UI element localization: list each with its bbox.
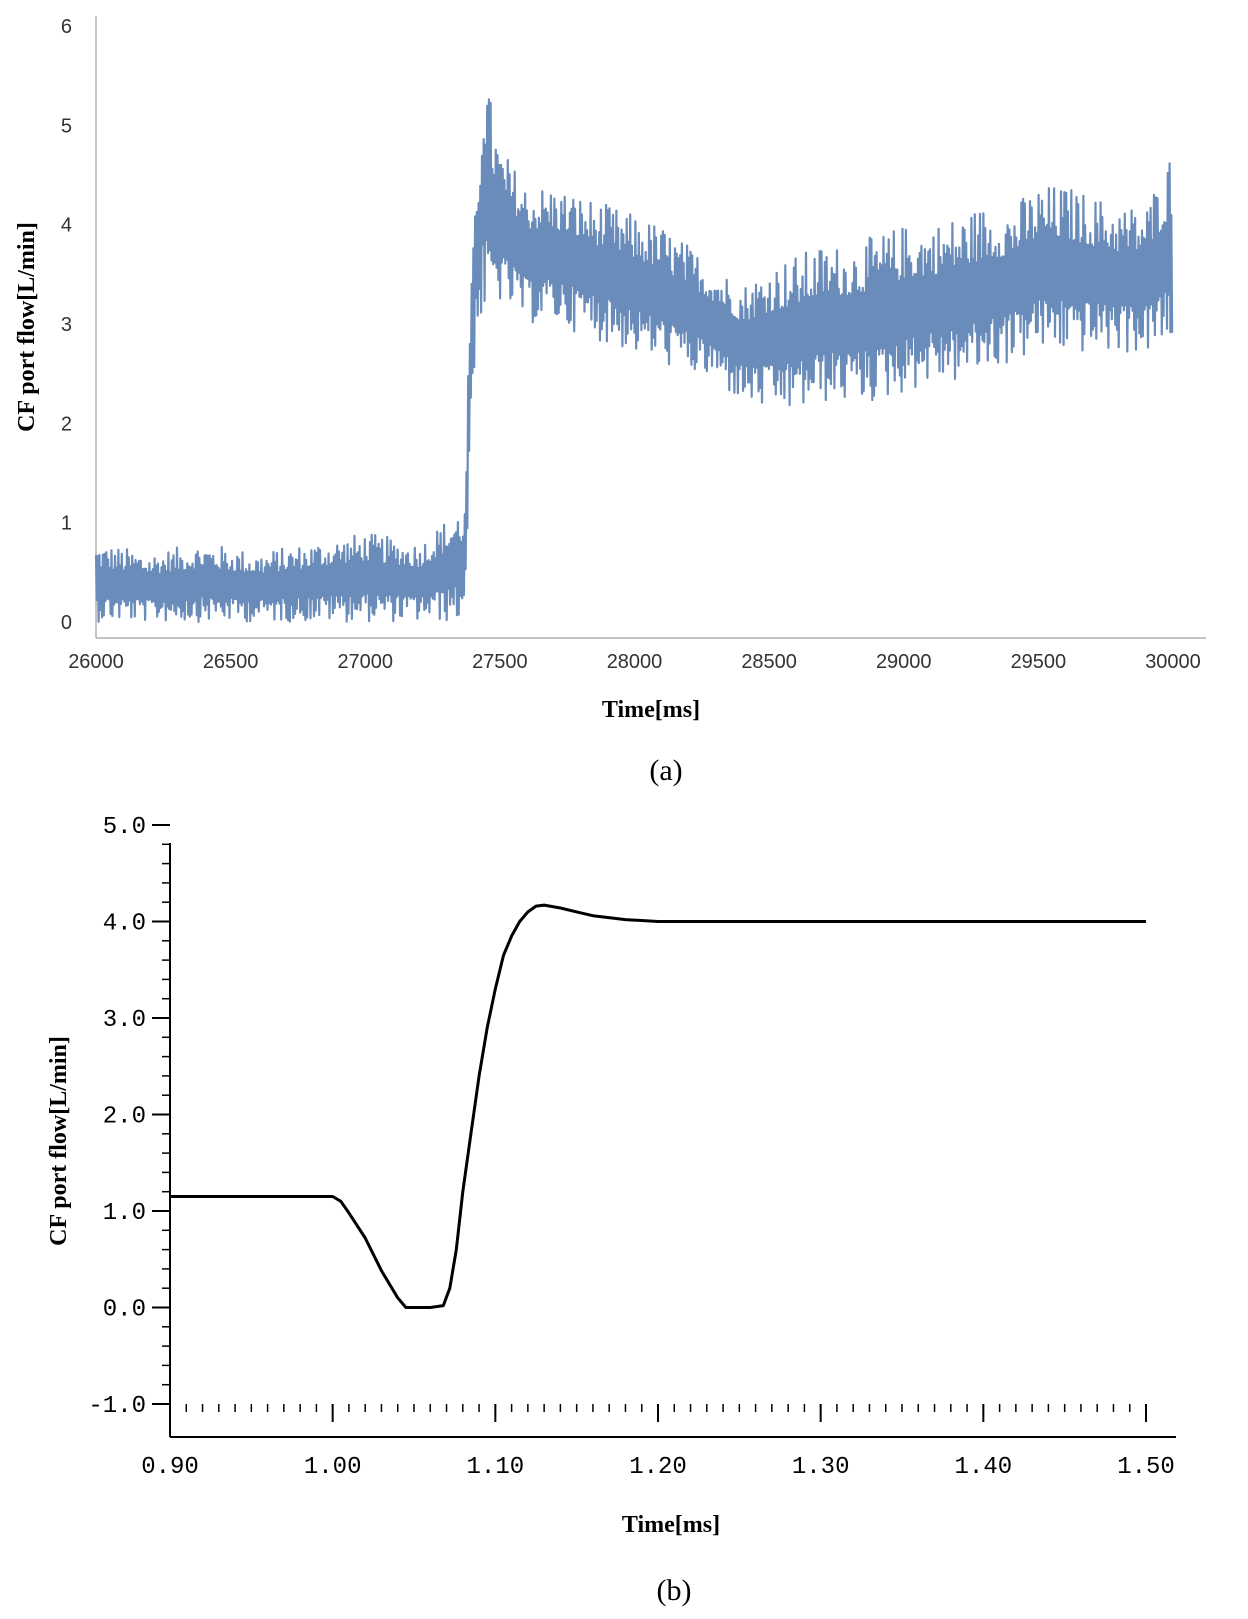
chart-a-ylabel: CF port flow[L/min] [14, 222, 40, 432]
chart-a-x-tick-label: 29000 [876, 651, 932, 673]
chart-a-caption: (a) [649, 754, 682, 787]
chart-b-y-tick-label: 1.0 [103, 1200, 146, 1227]
chart-b-y-tick-label: -1.0 [88, 1393, 146, 1420]
chart-a-x-ticks: 26000 26500 27000 27500 28000 28500 29000 29500… [68, 651, 1201, 673]
chart-a-y-tick-label: 0 [61, 612, 72, 634]
chart-a: 0 1 2 3 4 5 6 26000 26500 27000 27500 28000 28500 29… [14, 16, 1206, 787]
chart-a-x-tick-label: 27500 [472, 651, 528, 673]
chart-b-y-tick-label: 3.0 [103, 1007, 146, 1034]
chart-b-series [170, 903, 1146, 1309]
chart-a-x-tick-label: 29500 [1011, 651, 1067, 673]
chart-b: -1.0 0.0 1.0 2.0 3.0 4.0 5.0 0.90 1.00 1.10 1.20 1… [46, 814, 1176, 1607]
chart-b-y-tick-label: 5.0 [103, 814, 146, 841]
chart-a-y-tick-label: 2 [61, 413, 72, 435]
chart-b-x-tick-label: 1.00 [304, 1454, 362, 1481]
chart-a-y-tick-label: 5 [61, 115, 72, 137]
chart-b-x-tick-label: 1.40 [955, 1454, 1013, 1481]
chart-b-x-tick-label: 1.10 [467, 1454, 525, 1481]
chart-a-x-tick-label: 26500 [203, 651, 259, 673]
chart-b-caption: (b) [657, 1574, 692, 1607]
chart-a-series-line [94, 98, 1174, 624]
chart-b-x-tick-label: 1.50 [1117, 1454, 1175, 1481]
chart-b-xlabel: Time[ms] [622, 1512, 720, 1538]
chart-a-y-tick-label: 6 [61, 16, 72, 38]
chart-b-y-tick-label: 4.0 [103, 911, 146, 938]
chart-a-x-tick-label: 28500 [741, 651, 797, 673]
chart-a-x-tick-label: 28000 [607, 651, 663, 673]
chart-a-y-tick-label: 3 [61, 314, 72, 336]
chart-a-xlabel: Time[ms] [602, 697, 700, 723]
chart-b-x-tick-label: 0.90 [141, 1454, 199, 1481]
chart-b-x-tick-label: 1.30 [792, 1454, 850, 1481]
chart-b-ylabel: CF port flow[L/min] [46, 1036, 72, 1246]
chart-a-y-tick-label: 4 [61, 215, 72, 237]
chart-a-series [94, 98, 1174, 624]
chart-b-x-tick-label: 1.20 [629, 1454, 687, 1481]
chart-b-x-ticks: 0.90 1.00 1.10 1.20 1.30 1.40 1.50 [141, 1404, 1175, 1481]
chart-a-y-ticks: 0 1 2 3 4 5 6 [61, 16, 72, 634]
chart-b-y-tick-label: 0.0 [103, 1297, 146, 1324]
chart-a-x-tick-label: 27000 [337, 651, 393, 673]
chart-b-y-tick-label: 2.0 [103, 1104, 146, 1131]
chart-a-x-tick-label: 30000 [1145, 651, 1201, 673]
chart-b-series-line [170, 903, 1146, 1309]
chart-b-y-ticks: -1.0 0.0 1.0 2.0 3.0 4.0 5.0 [88, 814, 170, 1420]
chart-a-y-tick-label: 1 [61, 513, 72, 535]
chart-a-x-tick-label: 26000 [68, 651, 124, 673]
